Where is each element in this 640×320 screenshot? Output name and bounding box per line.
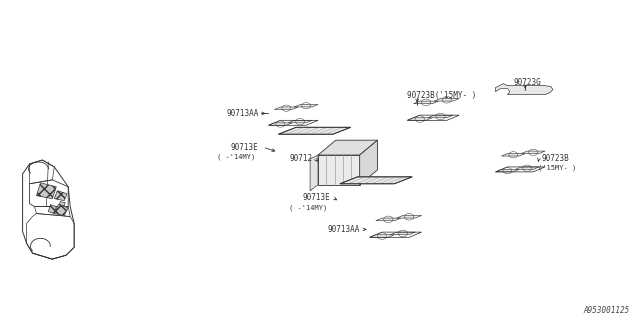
Polygon shape <box>288 120 312 123</box>
Text: 90713E: 90713E <box>231 143 259 152</box>
Polygon shape <box>413 101 438 104</box>
Text: 90723G: 90723G <box>513 78 541 87</box>
Polygon shape <box>495 169 519 172</box>
Polygon shape <box>376 218 401 221</box>
Text: ( -'14MY): ( -'14MY) <box>289 204 327 211</box>
Polygon shape <box>495 84 553 95</box>
Polygon shape <box>54 204 68 215</box>
Text: 90713AA: 90713AA <box>226 109 259 118</box>
Polygon shape <box>54 191 67 201</box>
Polygon shape <box>275 107 298 109</box>
Polygon shape <box>49 204 56 213</box>
Polygon shape <box>294 105 318 107</box>
Polygon shape <box>369 235 394 237</box>
Polygon shape <box>318 155 360 185</box>
Polygon shape <box>310 155 318 191</box>
Polygon shape <box>515 167 539 169</box>
Text: 90723B: 90723B <box>541 154 569 163</box>
Polygon shape <box>340 177 412 184</box>
Polygon shape <box>318 140 378 155</box>
Text: 90712: 90712 <box>290 154 313 163</box>
Polygon shape <box>360 140 378 185</box>
Polygon shape <box>278 127 351 134</box>
Polygon shape <box>268 123 292 125</box>
Text: 90723B('15MY- ): 90723B('15MY- ) <box>407 91 477 100</box>
Polygon shape <box>521 151 545 154</box>
Text: ('15MY- ): ('15MY- ) <box>538 165 577 171</box>
Polygon shape <box>407 118 432 120</box>
Polygon shape <box>397 215 422 218</box>
Polygon shape <box>36 183 56 199</box>
Polygon shape <box>501 154 525 156</box>
Polygon shape <box>428 115 453 118</box>
Text: ( -'14MY): ( -'14MY) <box>218 154 255 160</box>
Text: 90713AA: 90713AA <box>327 225 360 234</box>
Polygon shape <box>60 202 65 206</box>
Text: 90713E: 90713E <box>302 193 330 202</box>
Polygon shape <box>435 99 460 101</box>
Text: A953001125: A953001125 <box>583 306 629 315</box>
Polygon shape <box>390 232 415 235</box>
